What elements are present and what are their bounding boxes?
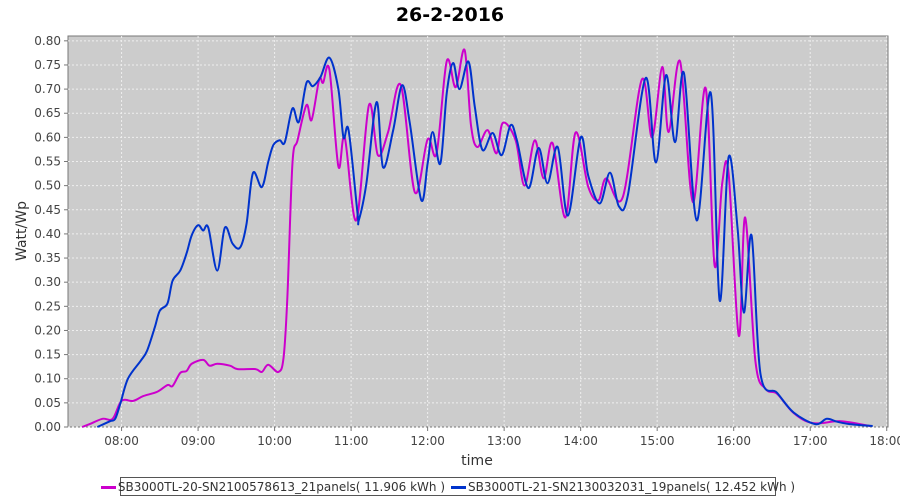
grid xyxy=(68,36,888,428)
y-tick-label: 0.20 xyxy=(34,323,61,337)
x-tick-label: 11:00 xyxy=(334,434,369,448)
x-tick-label: 10:00 xyxy=(257,434,292,448)
x-axis-label: time xyxy=(461,453,493,469)
x-tick-label: 16:00 xyxy=(716,434,751,448)
series-lines xyxy=(81,48,873,428)
y-tick-label: 0.65 xyxy=(34,106,61,120)
chart: 26-2-2016 0.000.050.100.150.200.250.300.… xyxy=(14,4,900,469)
legend-item-series-2: SB3000TL-21-SN2130032031_19panels( 12.45… xyxy=(451,480,795,494)
y-tick-label: 0.25 xyxy=(34,299,61,313)
y-tick-label: 0.30 xyxy=(34,275,61,289)
legend-item-series-1: SB3000TL-20-SN2100578613_21panels( 11.90… xyxy=(100,479,445,494)
y-axis-label: Watt/Wp xyxy=(14,201,30,261)
x-tick-label: 12:00 xyxy=(410,434,445,448)
legend: SB3000TL-20-SN2100578613_21panels( 11.90… xyxy=(100,477,795,496)
x-tick-label: 09:00 xyxy=(181,434,216,448)
legend-swatch xyxy=(100,485,116,489)
y-tick-label: 0.50 xyxy=(34,179,61,193)
legend-swatch xyxy=(451,485,466,489)
chart-title: 26-2-2016 xyxy=(396,4,504,26)
y-tick-label: 0.45 xyxy=(34,203,61,217)
y-tick-label: 0.60 xyxy=(34,130,61,144)
plot-area xyxy=(67,35,889,428)
y-tick-label: 0.40 xyxy=(34,227,61,241)
y-tick-label: 0.10 xyxy=(34,372,61,386)
y-tick-label: 0.35 xyxy=(34,251,61,265)
y-tick-label: 0.80 xyxy=(34,34,61,48)
y-tick-label: 0.15 xyxy=(34,348,61,362)
legend-label: SB3000TL-21-SN2130032031_19panels( 12.45… xyxy=(468,479,796,494)
x-tick-label: 18:00 xyxy=(869,434,900,448)
y-tick-label: 0.75 xyxy=(34,58,61,72)
y-tick-label: 0.05 xyxy=(34,396,61,410)
x-tick-label: 17:00 xyxy=(793,434,828,448)
y-tick-label: 0.55 xyxy=(34,155,61,169)
x-tick-label: 13:00 xyxy=(487,434,522,448)
legend-label: SB3000TL-20-SN2100578613_21panels( 11.90… xyxy=(117,479,445,494)
y-tick-label: 0.70 xyxy=(34,82,61,96)
series-line-2 xyxy=(96,56,873,428)
y-tick-label: 0.00 xyxy=(34,420,61,434)
axis-ticks: 0.00 0.05 0.10 0.15 0.20 0.25 0.30 0.35 0.40 0.45… xyxy=(34,34,900,448)
series-line-1 xyxy=(81,48,871,428)
x-tick-label: 08:00 xyxy=(104,434,139,448)
x-tick-label: 15:00 xyxy=(640,434,675,448)
x-tick-label: 14:00 xyxy=(563,434,598,448)
